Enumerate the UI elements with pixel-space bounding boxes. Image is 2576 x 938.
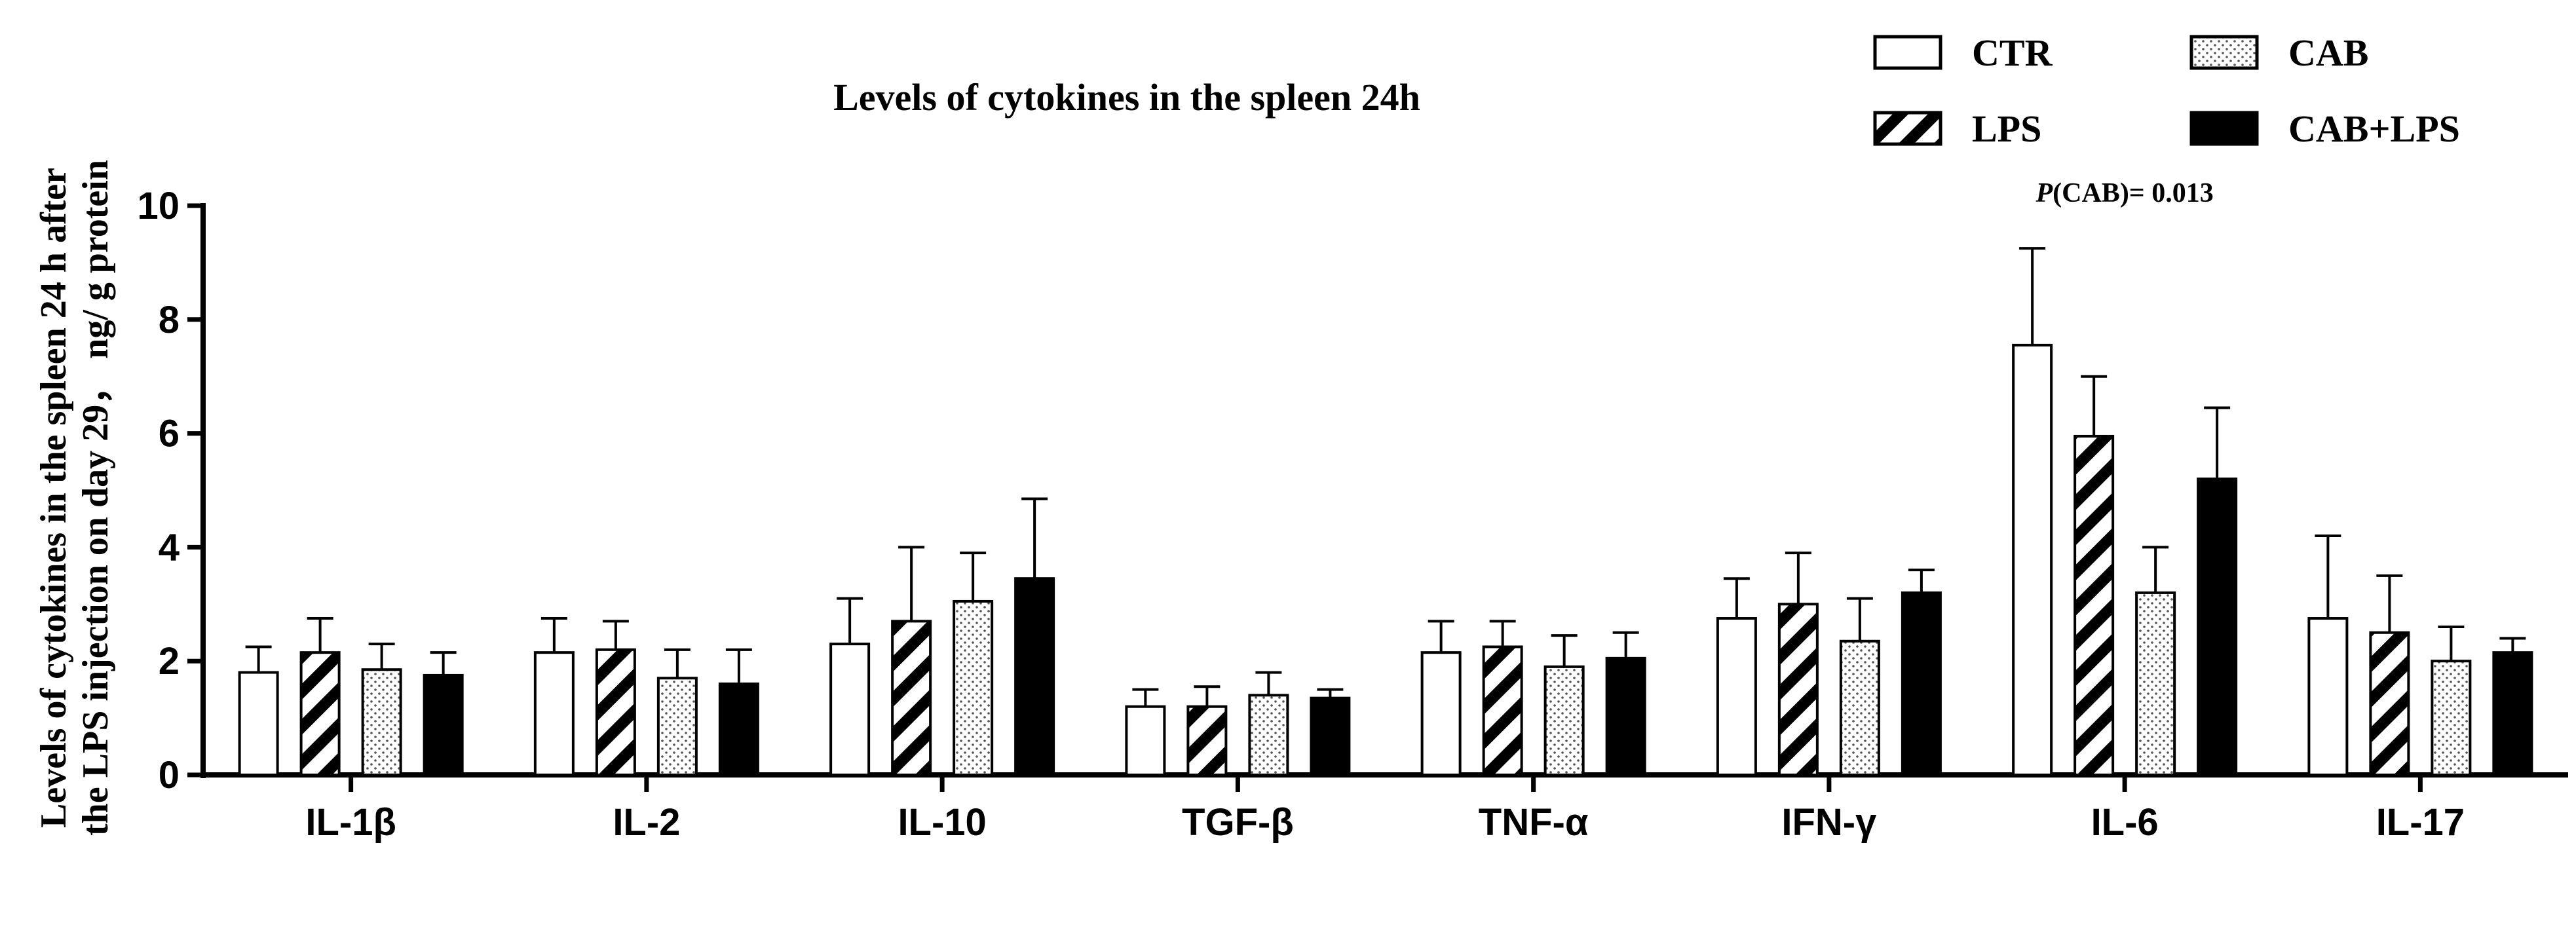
bar-cab-lps: [2492, 651, 2533, 776]
x-tick-label: IL-1β: [305, 801, 396, 844]
p-value-text: (CAB)= 0.013: [2053, 178, 2214, 208]
bar-ctr: [533, 651, 575, 776]
bar-lps: [2369, 631, 2410, 776]
bar-ctr: [1420, 651, 1462, 776]
bar-cab-lps: [1605, 656, 1646, 776]
x-axis: IL-1β IL-2 IL-10 TGF-β TNF-α IFN-γ IL-6 IL-17: [200, 772, 2568, 844]
bar-cab: [1544, 665, 1585, 777]
y-tick-label: 10: [137, 185, 180, 227]
legend: CTR LPS CAB CAB+LPS: [1873, 31, 2460, 150]
bar-cab-lps: [1901, 591, 1942, 776]
legend-swatch: [2189, 35, 2259, 70]
p-value-annotation: P(CAB)= 0.013: [2036, 178, 2214, 208]
x-tick-label: TNF-α: [1479, 801, 1589, 844]
bar-lps: [1482, 645, 1523, 776]
bar-cab-lps: [423, 673, 464, 777]
bar-cab: [1839, 639, 1880, 776]
y-tick-label: 0: [159, 754, 180, 797]
bar-ctr: [2012, 343, 2053, 776]
bar-series-group: [238, 247, 2533, 777]
y-axis-label-line-2: the LPS injection on day 29， ng/ g prote…: [75, 160, 116, 836]
bar-cab: [2135, 591, 2176, 776]
bar-cab: [2431, 660, 2472, 777]
bar-cab-lps: [1014, 577, 1055, 776]
legend-swatch: [1873, 35, 1942, 70]
chart-title: Levels of cytokines in the spleen 24h: [833, 76, 1420, 119]
legend-swatch: [1873, 111, 1942, 146]
bar-ctr: [2307, 617, 2349, 777]
y-axis: 0 2 4 6 8 10: [137, 185, 206, 797]
bar-lps: [1186, 705, 1228, 776]
legend-swatch: [2189, 111, 2259, 146]
bar-cab: [953, 599, 994, 777]
bar-lps: [299, 651, 341, 776]
bar-cab-lps: [718, 682, 759, 776]
x-tick-label: IL-10: [898, 801, 986, 844]
bar-cab-lps: [2197, 478, 2238, 776]
x-tick-label: IFN-γ: [1781, 801, 1877, 844]
legend-label: CAB: [2288, 31, 2368, 74]
bar-lps: [595, 648, 636, 776]
annotations: P(CAB)= 0.013: [2036, 178, 2214, 208]
bar-cab: [656, 677, 698, 777]
bar-cab-lps: [1310, 696, 1351, 777]
bar-cab: [361, 668, 402, 776]
bar-cab: [1248, 694, 1289, 776]
bar-ctr: [829, 643, 871, 776]
bar-ctr: [1125, 705, 1166, 776]
bar-lps: [2074, 434, 2115, 776]
y-axis-label-line-1: Levels of cytokines in the spleen 24 h a…: [33, 168, 74, 828]
y-tick-label: 8: [159, 299, 180, 341]
x-tick-label: IL-2: [613, 801, 680, 844]
y-tick-label: 4: [159, 526, 180, 569]
x-tick-label: TGF-β: [1182, 801, 1294, 844]
y-tick-label: 6: [159, 413, 180, 455]
y-tick-label: 2: [159, 640, 180, 683]
bar-ctr: [238, 671, 279, 776]
bar-lps: [1777, 603, 1819, 776]
y-axis-label: Levels of cytokines in the spleen 24 h a…: [33, 160, 116, 836]
bar-ctr: [1716, 617, 1757, 777]
p-value-prefix: P: [2036, 178, 2053, 208]
legend-label: LPS: [1972, 107, 2041, 150]
x-tick-label: IL-6: [2091, 801, 2159, 844]
legend-label: CTR: [1972, 31, 2053, 74]
bar-lps: [891, 620, 932, 776]
x-tick-label: IL-17: [2376, 801, 2465, 844]
legend-label: CAB+LPS: [2288, 107, 2460, 150]
